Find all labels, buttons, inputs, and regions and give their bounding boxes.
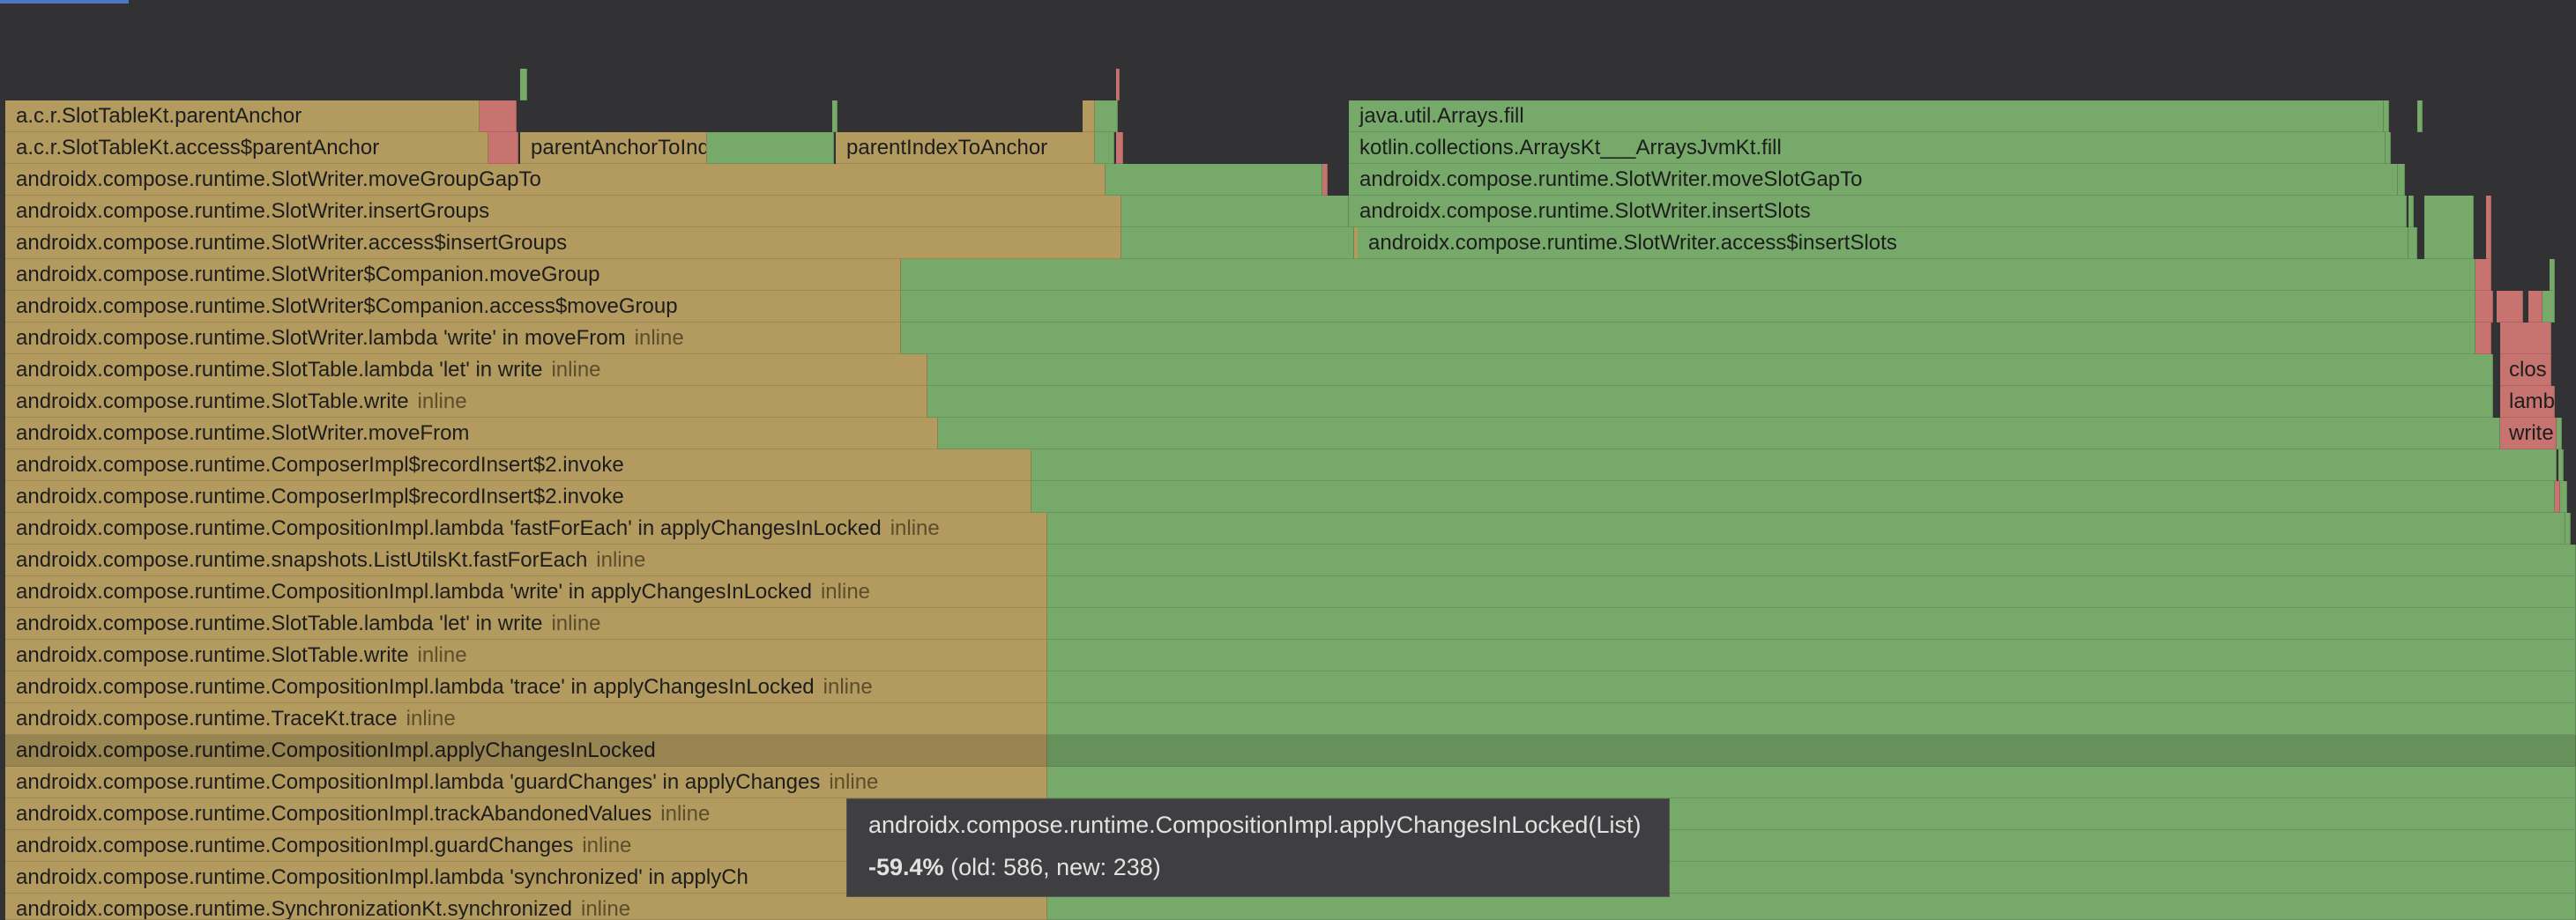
frame-insert-slots[interactable]: androidx.compose.runtime.SlotWriter.inse…	[1349, 196, 2407, 227]
frame-small[interactable]	[520, 69, 527, 100]
frame-small[interactable]	[2500, 323, 2551, 354]
frame-small[interactable]	[2550, 259, 2555, 291]
tooltip-method: androidx.compose.runtime.CompositionImpl…	[868, 812, 1642, 838]
frame-small[interactable]	[2417, 100, 2423, 132]
frame-closure[interactable]: clos	[2500, 354, 2551, 386]
frame-slot-table-write-2[interactable]: androidx.compose.runtime.SlotTable.write…	[5, 640, 1047, 671]
frame-companion-move-group[interactable]: androidx.compose.runtime.SlotWriter$Comp…	[5, 259, 901, 291]
frame-small[interactable]	[2424, 196, 2474, 259]
frame-small[interactable]	[2384, 100, 2389, 132]
frame-small[interactable]	[1095, 100, 1118, 132]
frame-small[interactable]	[2542, 291, 2555, 323]
frame-small[interactable]	[2408, 196, 2414, 227]
frame-arrays-fill[interactable]: java.util.Arrays.fill	[1349, 100, 2384, 132]
frame-companion-access-move-group[interactable]: androidx.compose.runtime.SlotWriter$Comp…	[5, 291, 901, 323]
frame-lambda-synchronized[interactable]: androidx.compose.runtime.CompositionImpl…	[5, 862, 1047, 894]
frame-lambda-trace[interactable]: androidx.compose.runtime.CompositionImpl…	[5, 671, 1047, 703]
frame-record-insert-invoke-2-green[interactable]	[1031, 481, 2555, 513]
frame-small[interactable]	[488, 132, 518, 164]
frame-parent-anchor-to-index[interactable]: parentAnchorToIndex	[520, 132, 707, 164]
frame-small[interactable]	[1322, 164, 1328, 196]
frame-record-insert-invoke[interactable]: androidx.compose.runtime.ComposerImpl$re…	[5, 449, 1031, 481]
frame-move-group-gap-to-green[interactable]	[1106, 164, 1322, 196]
frame-lambda-guard-changes[interactable]: androidx.compose.runtime.CompositionImpl…	[5, 767, 1047, 798]
frame-small[interactable]	[2560, 481, 2567, 513]
frame-slot-table-lambda-let-2[interactable]: androidx.compose.runtime.SlotTable.lambd…	[5, 608, 1047, 640]
frame-slot-table-write-2-green[interactable]	[1047, 640, 2576, 671]
frame-parent-anchor-regression[interactable]	[480, 100, 517, 132]
frame-small[interactable]	[1116, 69, 1120, 100]
frame-parent-index-to-anchor[interactable]: parentIndexToAnchor	[836, 132, 1095, 164]
frame-small[interactable]	[2557, 418, 2562, 449]
frame-small[interactable]	[2398, 164, 2405, 196]
frame-fast-for-each[interactable]: androidx.compose.runtime.snapshots.ListU…	[5, 545, 1047, 576]
frame-small[interactable]	[2565, 513, 2571, 545]
frame-companion-move-group-green[interactable]	[901, 259, 2475, 291]
frame-small[interactable]	[2475, 323, 2491, 354]
frame-access-insert-groups-green[interactable]	[1121, 227, 1354, 259]
tooltip-stats: -59.4% (old: 586, new: 238)	[868, 854, 1161, 881]
frame-slot-table-lambda-let-2-green[interactable]	[1047, 608, 2576, 640]
frame-slot-table-write[interactable]: androidx.compose.runtime.SlotTable.write…	[5, 386, 927, 418]
frame-synchronized[interactable]: androidx.compose.runtime.Synchronization…	[5, 894, 1047, 920]
frame-insert-groups-green[interactable]	[1121, 196, 1349, 227]
frame-small[interactable]	[832, 100, 838, 132]
frame-small[interactable]	[1083, 100, 1095, 132]
tooltip-details: (old: 586, new: 238)	[950, 854, 1161, 880]
frame-apply-changes-in-locked-green[interactable]	[1047, 735, 2576, 767]
frame-lambda-guard-changes-green[interactable]	[1047, 767, 2576, 798]
frame-lambda[interactable]: lamb	[2500, 386, 2555, 418]
frame-small[interactable]	[2475, 259, 2491, 291]
frame-lambda-write-move-from[interactable]: androidx.compose.runtime.SlotWriter.lamb…	[5, 323, 901, 354]
frame-small[interactable]	[1116, 132, 1123, 164]
frame-access-insert-groups[interactable]: androidx.compose.runtime.SlotWriter.acce…	[5, 227, 1121, 259]
frame-slot-writer-move-from-green[interactable]	[938, 418, 2500, 449]
frame-lambda-trace-green[interactable]	[1047, 671, 2576, 703]
frame-access-parent-anchor[interactable]: a.c.r.SlotTableKt.access$parentAnchor	[5, 132, 488, 164]
frame-small[interactable]	[2558, 449, 2564, 481]
frame-synchronized-green[interactable]	[1047, 894, 2576, 920]
frame-lambda-fast-for-each-green[interactable]	[1047, 513, 2565, 545]
frame-parent-anchor-to-index-green[interactable]	[707, 132, 834, 164]
active-tab-indicator	[0, 0, 129, 4]
frame-record-insert-invoke-green[interactable]	[1031, 449, 2557, 481]
frame-small[interactable]	[2555, 481, 2560, 513]
frame-lambda-write-apply-changes[interactable]: androidx.compose.runtime.CompositionImpl…	[5, 576, 1047, 608]
frame-parent-anchor[interactable]: a.c.r.SlotTableKt.parentAnchor	[5, 100, 480, 132]
frame-fast-for-each-green[interactable]	[1047, 545, 2576, 576]
frame-slot-table-lambda-let[interactable]: androidx.compose.runtime.SlotTable.lambd…	[5, 354, 927, 386]
frame-small[interactable]	[2528, 291, 2542, 323]
frame-lambda-fast-for-each[interactable]: androidx.compose.runtime.CompositionImpl…	[5, 513, 1047, 545]
frame-small[interactable]	[2497, 291, 2523, 323]
frame-access-insert-slots[interactable]: androidx.compose.runtime.SlotWriter.acce…	[1358, 227, 2408, 259]
frame-slot-table-write-green[interactable]	[927, 386, 2493, 418]
frame-move-group-gap-to[interactable]: androidx.compose.runtime.SlotWriter.move…	[5, 164, 1106, 196]
frame-move-slot-gap-to[interactable]: androidx.compose.runtime.SlotWriter.move…	[1349, 164, 2398, 196]
frame-insert-groups[interactable]: androidx.compose.runtime.SlotWriter.inse…	[5, 196, 1121, 227]
frame-slot-table-lambda-let-green[interactable]	[927, 354, 2493, 386]
frame-trace[interactable]: androidx.compose.runtime.TraceKt.trace in…	[5, 703, 1047, 735]
frame-small[interactable]	[1095, 132, 1114, 164]
frame-tooltip: androidx.compose.runtime.CompositionImpl…	[846, 798, 1670, 897]
frame-small[interactable]	[2486, 196, 2491, 259]
frame-companion-access-move-group-green[interactable]	[901, 291, 2475, 323]
frame-apply-changes-in-locked[interactable]: androidx.compose.runtime.CompositionImpl…	[5, 735, 1047, 767]
frame-record-insert-invoke-2[interactable]: androidx.compose.runtime.ComposerImpl$re…	[5, 481, 1031, 513]
frame-small[interactable]	[2475, 291, 2493, 323]
frame-slot-writer-move-from[interactable]: androidx.compose.runtime.SlotWriter.move…	[5, 418, 938, 449]
frame-write[interactable]: write	[2500, 418, 2557, 449]
frame-lambda-write-move-from-green[interactable]	[901, 323, 2475, 354]
frame-arrays-jvm-fill[interactable]: kotlin.collections.ArraysKt___ArraysJvmK…	[1349, 132, 2386, 164]
frame-lambda-write-apply-changes-green[interactable]	[1047, 576, 2576, 608]
frame-small[interactable]	[2386, 132, 2391, 164]
tooltip-percent: -59.4%	[868, 854, 944, 880]
frame-trace-green[interactable]	[1047, 703, 2576, 735]
frame-small[interactable]	[2408, 227, 2417, 259]
